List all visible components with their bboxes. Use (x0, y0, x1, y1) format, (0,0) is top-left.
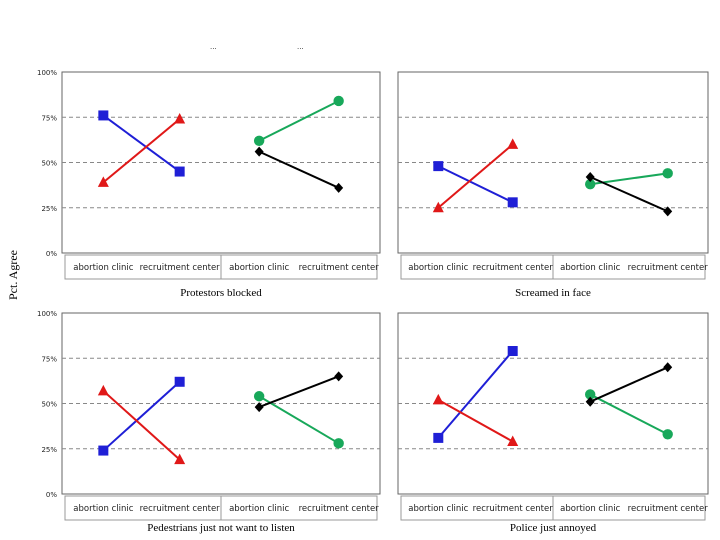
data-point-triangle (507, 138, 519, 149)
data-point-square (174, 166, 185, 177)
y-tick-label: 50% (41, 160, 57, 168)
category-label: recruitment center (140, 504, 221, 514)
panel-title: Protestors blocked (180, 287, 262, 299)
panel-title: Police just annoyed (510, 522, 597, 534)
category-label: recruitment center (473, 263, 554, 273)
y-tick-label: 25% (41, 446, 57, 454)
y-tick-label: 100% (37, 69, 57, 77)
panel-title: Screamed in face (515, 287, 591, 299)
y-tick-label: 50% (41, 401, 57, 409)
y-tick-label: 100% (37, 310, 57, 318)
series-line-green (258, 100, 340, 142)
series-line-blue (437, 165, 514, 204)
data-point-square (507, 346, 518, 357)
plot-frame (61, 312, 381, 495)
data-point-diamond (663, 362, 673, 373)
series-line-blue (102, 381, 181, 452)
y-tick-label: 25% (41, 205, 57, 213)
data-point-diamond (334, 182, 344, 193)
category-label: abortion clinic (408, 263, 468, 273)
series-line-black (589, 176, 669, 213)
y-axis-label: Pct. Agree (6, 250, 20, 300)
data-point-circle (253, 391, 265, 402)
panel-1: 0% 25% 50% 75% 100% abortion clinic recruitmen… (37, 69, 381, 299)
data-point-square (98, 110, 109, 121)
series-line-red (102, 390, 181, 461)
series-line-blue (437, 350, 514, 439)
data-point-circle (662, 429, 673, 440)
category-label: recruitment center (628, 263, 709, 273)
series-line-green (589, 393, 669, 436)
data-point-circle (585, 389, 596, 400)
category-label: abortion clinic (73, 263, 133, 273)
data-point-diamond (663, 206, 673, 217)
category-label: recruitment center (473, 504, 554, 514)
data-point-triangle (174, 453, 186, 465)
category-label: abortion clinic (408, 504, 468, 514)
data-point-triangle (97, 384, 109, 396)
chart-panels: 0% 25% 50% 75% 100% abortion clinic recruitmen… (37, 69, 709, 534)
data-point-diamond (585, 396, 595, 407)
series-line-black (589, 366, 669, 403)
series-line-red (437, 143, 514, 209)
y-tick-label: 0% (46, 250, 57, 258)
data-point-circle (662, 168, 673, 179)
panel-2: abortion clinic recruitment center abortio… (397, 71, 709, 299)
header-fragment-right: ... (297, 43, 304, 51)
data-point-square (433, 432, 444, 443)
category-label: abortion clinic (73, 504, 133, 514)
category-label: recruitment center (299, 263, 380, 273)
series-line-green (258, 395, 340, 445)
data-point-triangle (432, 201, 444, 213)
series-line-black (258, 375, 340, 409)
data-point-diamond (334, 371, 344, 382)
data-point-triangle (432, 393, 444, 405)
header-fragment-left: ... (210, 43, 217, 51)
series-line-black (258, 150, 340, 189)
data-point-diamond (585, 171, 595, 182)
category-label: abortion clinic (229, 263, 289, 273)
series-line-red (437, 399, 514, 443)
data-point-square (174, 376, 185, 387)
category-label: recruitment center (299, 504, 380, 514)
data-point-diamond (254, 146, 264, 157)
data-point-square (507, 197, 518, 208)
category-label: abortion clinic (560, 504, 620, 514)
data-point-circle (253, 135, 265, 146)
data-point-triangle (507, 435, 519, 447)
category-label: recruitment center (140, 263, 221, 273)
data-point-square (98, 445, 109, 456)
category-label: abortion clinic (229, 504, 289, 514)
category-label: recruitment center (628, 504, 709, 514)
data-point-square (433, 161, 444, 172)
y-tick-label: 0% (46, 491, 57, 499)
y-tick-label: 75% (41, 114, 57, 122)
data-point-triangle (174, 113, 186, 124)
series-line-red (102, 118, 181, 184)
panel-title: Pedestrians just not want to listen (147, 522, 295, 534)
y-tick-label: 75% (41, 355, 57, 363)
data-point-circle (333, 438, 344, 449)
data-point-circle (585, 179, 596, 190)
panel-4: abortion clinic recruitment center abortio… (397, 312, 709, 534)
series-line-blue (102, 114, 181, 173)
data-point-triangle (97, 176, 109, 187)
plot-frame (61, 71, 381, 254)
data-point-diamond (254, 402, 264, 413)
category-label: abortion clinic (560, 263, 620, 273)
panel-3: 0% 25% 50% 75% 100% abortion clinic recruitmen… (37, 310, 381, 534)
data-point-circle (333, 95, 344, 107)
